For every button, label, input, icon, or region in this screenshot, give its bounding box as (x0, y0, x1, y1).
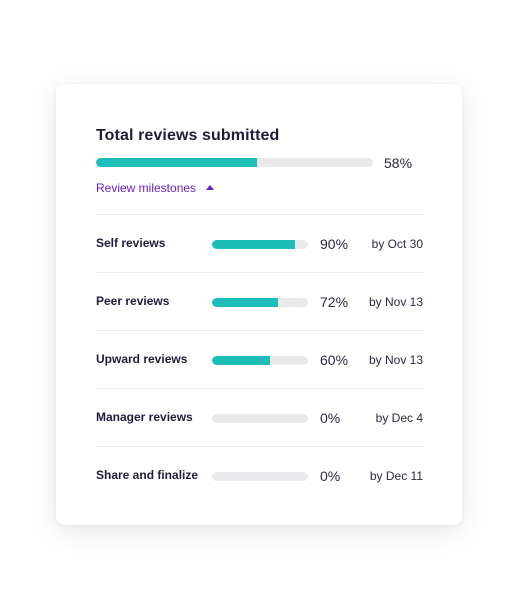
milestone-row-peer-reviews: Peer reviews 72% by Nov 13 (96, 272, 423, 330)
milestone-due-date: by Dec 11 (369, 469, 423, 483)
milestone-progress-fill (212, 356, 270, 365)
milestone-row-upward-reviews: Upward reviews 60% by Nov 13 (96, 330, 423, 388)
milestone-percent: 72% (320, 294, 349, 310)
milestone-progress-bar (212, 472, 308, 481)
review-milestones-toggle[interactable]: Review milestones (96, 181, 215, 195)
caret-up-icon (206, 185, 215, 190)
milestone-percent: 0% (320, 410, 341, 426)
milestone-progress-fill (212, 298, 279, 307)
milestone-progress-bar (212, 414, 308, 423)
milestone-percent: 60% (320, 352, 349, 368)
milestone-label: Share and finalize (96, 468, 199, 482)
review-progress-card: Total reviews submitted 58% Review miles… (56, 84, 462, 525)
milestone-label: Self reviews (96, 236, 166, 250)
milestone-percent: 90% (320, 236, 349, 252)
milestone-progress-bar (212, 298, 308, 307)
milestone-due-date: by Oct 30 (371, 237, 423, 251)
milestone-label: Manager reviews (96, 410, 193, 424)
milestone-row-share-and-finalize: Share and finalize 0% by Dec 11 (96, 446, 423, 504)
overall-progress-fill (96, 158, 257, 167)
milestone-due-date: by Nov 13 (368, 295, 423, 309)
milestone-row-manager-reviews: Manager reviews 0% by Dec 4 (96, 388, 423, 446)
review-milestones-label: Review milestones (96, 181, 197, 195)
milestone-label: Upward reviews (96, 352, 188, 366)
milestone-due-date: by Nov 13 (368, 353, 423, 367)
overall-progress-bar (96, 158, 373, 167)
milestone-list: Self reviews 90% by Oct 30 Peer reviews … (96, 214, 423, 504)
overall-percent: 58% (384, 155, 413, 171)
milestone-label: Peer reviews (96, 294, 170, 308)
milestone-progress-bar (212, 356, 308, 365)
card-title: Total reviews submitted (96, 127, 280, 144)
milestone-due-date: by Dec 4 (375, 411, 423, 425)
milestone-progress-fill (212, 240, 295, 249)
milestone-progress-bar (212, 240, 308, 249)
milestone-percent: 0% (320, 468, 341, 484)
milestone-row-self-reviews: Self reviews 90% by Oct 30 (96, 214, 423, 272)
